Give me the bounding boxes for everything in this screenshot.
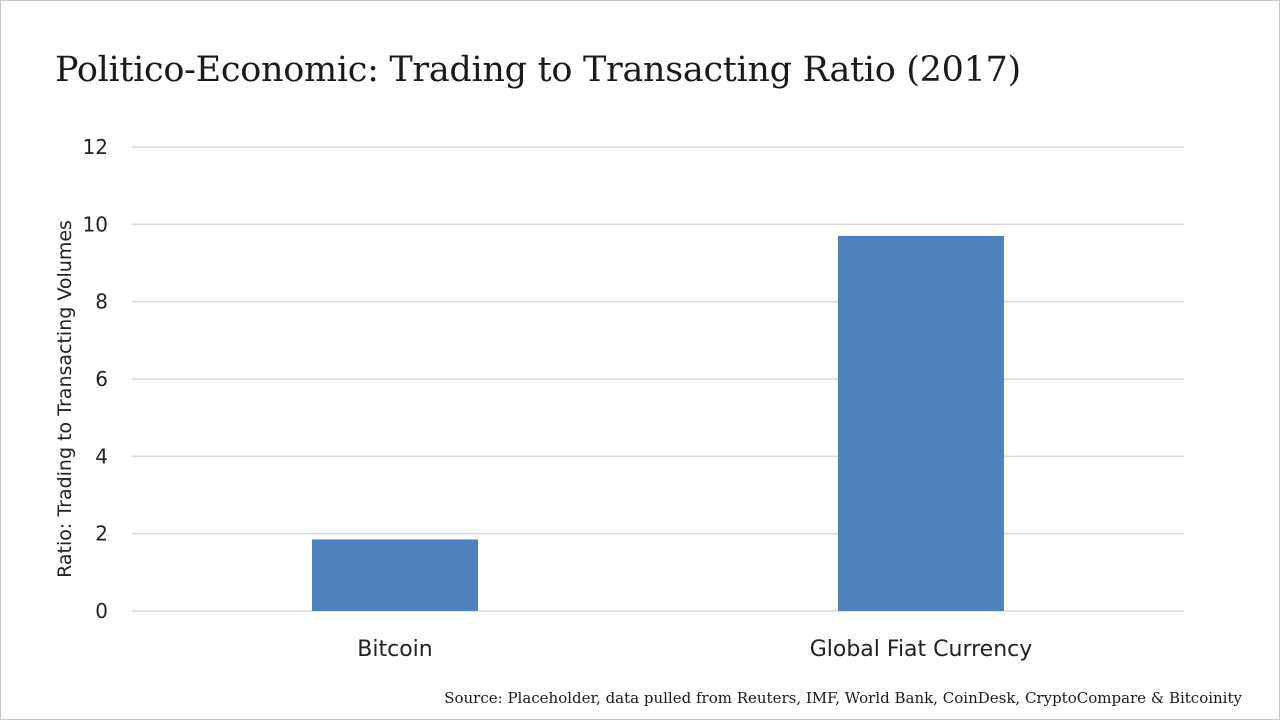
y-tick-label: 6 — [95, 367, 108, 391]
chart-title: Politico-Economic: Trading to Transactin… — [55, 50, 1021, 90]
y-tick-label: 4 — [95, 444, 108, 468]
source-note: Source: Placeholder, data pulled from Re… — [444, 689, 1242, 707]
y-tick-label: 8 — [95, 290, 108, 314]
y-tick-label: 10 — [83, 212, 108, 236]
bars — [312, 235, 1004, 611]
y-tick-label: 2 — [95, 522, 108, 546]
category-label: Bitcoin — [357, 637, 432, 662]
y-tick-label: 12 — [83, 135, 108, 159]
y-tick-label: 0 — [95, 599, 108, 623]
category-label: Global Fiat Currency — [810, 637, 1033, 662]
bar-global-fiat-currency — [838, 235, 1004, 611]
y-tick-labels: 0 2 4 6 8 10 12 — [83, 135, 108, 623]
gridlines — [132, 146, 1184, 612]
y-axis-title: Ratio: Trading to Transacting Volumes — [54, 220, 76, 578]
category-labels: Bitcoin Global Fiat Currency — [357, 637, 1032, 662]
bar-bitcoin — [312, 539, 478, 611]
